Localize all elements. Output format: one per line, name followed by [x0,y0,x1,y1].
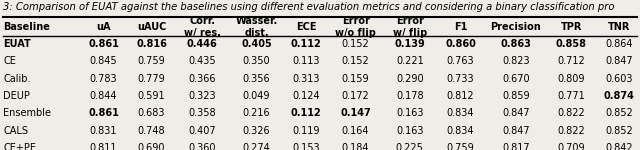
Text: Precision: Precision [490,22,541,32]
Text: 0.113: 0.113 [292,57,320,66]
Text: 0.733: 0.733 [447,74,474,84]
Text: 0.860: 0.860 [445,39,476,49]
Text: 0.313: 0.313 [292,74,320,84]
Text: 0.859: 0.859 [502,91,530,101]
Text: 0.834: 0.834 [447,108,474,118]
Text: 0.861: 0.861 [88,108,119,118]
Text: 0.834: 0.834 [447,126,474,135]
Text: 0.358: 0.358 [189,108,216,118]
Text: 0.290: 0.290 [396,74,424,84]
Text: 0.683: 0.683 [138,108,165,118]
Text: 0.823: 0.823 [502,57,530,66]
Text: F1: F1 [454,22,467,32]
Text: 0.112: 0.112 [291,39,321,49]
Text: 3: Comparison of EUAT against the baselines using different evaluation metrics a: 3: Comparison of EUAT against the baseli… [3,2,614,12]
Text: 0.844: 0.844 [90,91,117,101]
Text: 0.184: 0.184 [342,143,369,150]
Text: 0.326: 0.326 [243,126,270,135]
Text: 0.435: 0.435 [189,57,216,66]
Text: 0.163: 0.163 [396,126,424,135]
Text: 0.591: 0.591 [138,91,165,101]
Text: Ensemble: Ensemble [3,108,51,118]
Text: 0.350: 0.350 [243,57,270,66]
Text: Corr.
w/ res.: Corr. w/ res. [184,16,221,38]
Text: 0.274: 0.274 [243,143,270,150]
Text: 0.858: 0.858 [556,39,587,49]
Text: 0.690: 0.690 [138,143,165,150]
Text: 0.360: 0.360 [189,143,216,150]
Text: 0.712: 0.712 [557,57,585,66]
Text: 0.759: 0.759 [138,57,166,66]
Text: 0.817: 0.817 [502,143,530,150]
Text: 0.822: 0.822 [557,108,585,118]
Text: 0.852: 0.852 [605,126,633,135]
Text: 0.124: 0.124 [292,91,320,101]
Text: Wasser.
dist.: Wasser. dist. [236,16,278,38]
Text: 0.216: 0.216 [243,108,270,118]
Text: 0.863: 0.863 [500,39,531,49]
Text: DEUP: DEUP [3,91,30,101]
Text: 0.356: 0.356 [243,74,270,84]
Text: 0.861: 0.861 [88,39,119,49]
Text: 0.119: 0.119 [292,126,320,135]
Text: 0.405: 0.405 [241,39,272,49]
Text: Error
w/o flip: Error w/o flip [335,16,376,38]
Text: 0.670: 0.670 [502,74,530,84]
Text: uA: uA [96,22,111,32]
Text: 0.159: 0.159 [342,74,369,84]
Text: 0.407: 0.407 [189,126,216,135]
Text: CALS: CALS [3,126,28,135]
Text: 0.822: 0.822 [557,126,585,135]
Text: 0.811: 0.811 [90,143,117,150]
Text: 0.153: 0.153 [292,143,320,150]
Text: 0.709: 0.709 [557,143,585,150]
Text: 0.366: 0.366 [189,74,216,84]
Text: TPR: TPR [561,22,582,32]
Text: 0.446: 0.446 [187,39,218,49]
Text: 0.845: 0.845 [90,57,117,66]
Text: 0.323: 0.323 [189,91,216,101]
Text: 0.771: 0.771 [557,91,585,101]
Text: 0.163: 0.163 [396,108,424,118]
Text: 0.139: 0.139 [394,39,425,49]
Text: CE: CE [3,57,16,66]
Text: 0.221: 0.221 [396,57,424,66]
Text: 0.759: 0.759 [447,143,474,150]
Text: 0.763: 0.763 [447,57,474,66]
Text: Baseline: Baseline [3,22,50,32]
Text: TNR: TNR [608,22,630,32]
Text: Error
w/ flip: Error w/ flip [393,16,427,38]
Text: 0.152: 0.152 [342,39,369,49]
Text: 0.603: 0.603 [605,74,633,84]
Text: 0.178: 0.178 [396,91,424,101]
Text: 0.842: 0.842 [605,143,633,150]
Text: 0.779: 0.779 [138,74,166,84]
Text: 0.864: 0.864 [605,39,633,49]
Text: 0.049: 0.049 [243,91,270,101]
Text: 0.112: 0.112 [291,108,321,118]
Text: 0.874: 0.874 [604,91,635,101]
Text: 0.816: 0.816 [136,39,167,49]
Text: 0.147: 0.147 [340,108,371,118]
Text: 0.783: 0.783 [90,74,117,84]
Text: 0.831: 0.831 [90,126,117,135]
Text: uAUC: uAUC [137,22,166,32]
Text: 0.847: 0.847 [502,126,530,135]
Text: Calib.: Calib. [3,74,31,84]
Text: 0.847: 0.847 [502,108,530,118]
Text: ECE: ECE [296,22,316,32]
Text: 0.809: 0.809 [557,74,585,84]
Text: 0.164: 0.164 [342,126,369,135]
Text: 0.812: 0.812 [447,91,474,101]
Text: 0.748: 0.748 [138,126,165,135]
Text: 0.172: 0.172 [342,91,369,101]
Text: 0.852: 0.852 [605,108,633,118]
Text: 0.847: 0.847 [605,57,633,66]
Text: 0.225: 0.225 [396,143,424,150]
Text: 0.152: 0.152 [342,57,369,66]
Text: EUAT: EUAT [3,39,31,49]
Text: CE+PE: CE+PE [3,143,36,150]
